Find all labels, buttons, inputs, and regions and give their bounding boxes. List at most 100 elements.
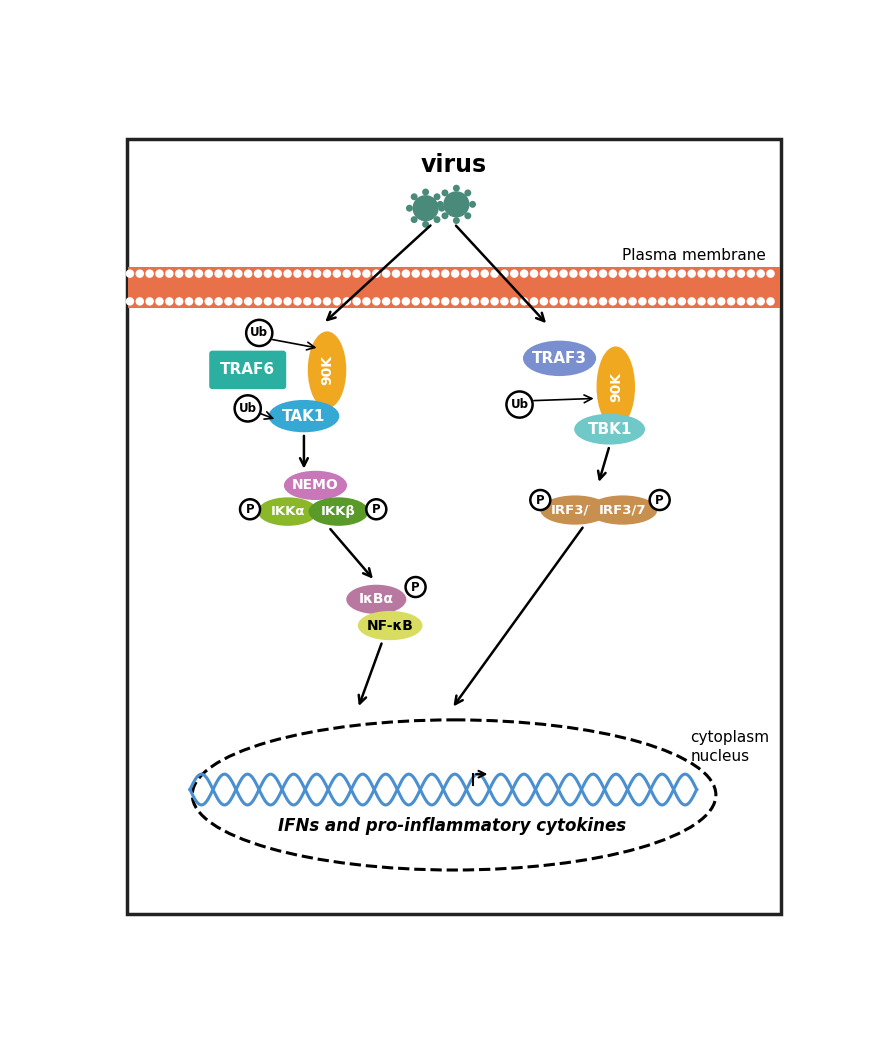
Ellipse shape xyxy=(523,341,596,376)
Circle shape xyxy=(205,297,213,305)
Circle shape xyxy=(470,270,479,278)
Circle shape xyxy=(510,270,518,278)
Circle shape xyxy=(688,270,696,278)
Circle shape xyxy=(366,499,386,519)
Circle shape xyxy=(549,270,558,278)
Circle shape xyxy=(343,270,351,278)
Circle shape xyxy=(589,270,597,278)
Circle shape xyxy=(737,297,745,305)
Circle shape xyxy=(195,297,203,305)
Text: TBK1: TBK1 xyxy=(587,422,632,437)
Circle shape xyxy=(658,270,666,278)
Circle shape xyxy=(668,270,676,278)
Circle shape xyxy=(638,297,647,305)
Circle shape xyxy=(406,577,425,597)
Circle shape xyxy=(618,297,627,305)
Circle shape xyxy=(224,297,233,305)
Text: Ub: Ub xyxy=(510,398,529,411)
Circle shape xyxy=(480,270,489,278)
Circle shape xyxy=(240,499,260,519)
Circle shape xyxy=(155,297,164,305)
Circle shape xyxy=(234,297,243,305)
Circle shape xyxy=(599,297,607,305)
Circle shape xyxy=(648,270,657,278)
Circle shape xyxy=(224,270,233,278)
Circle shape xyxy=(678,297,686,305)
Text: IκBα: IκBα xyxy=(359,592,393,606)
Circle shape xyxy=(480,297,489,305)
Circle shape xyxy=(697,270,706,278)
Circle shape xyxy=(490,270,499,278)
Circle shape xyxy=(727,297,735,305)
Circle shape xyxy=(343,297,351,305)
Circle shape xyxy=(717,270,726,278)
Circle shape xyxy=(628,270,637,278)
Circle shape xyxy=(569,270,578,278)
Circle shape xyxy=(392,270,400,278)
Circle shape xyxy=(323,297,331,305)
Circle shape xyxy=(362,270,370,278)
Text: Ub: Ub xyxy=(250,326,268,340)
Text: nucleus: nucleus xyxy=(690,749,750,764)
Circle shape xyxy=(332,270,341,278)
Circle shape xyxy=(145,297,154,305)
FancyBboxPatch shape xyxy=(127,139,781,914)
Text: P: P xyxy=(245,503,254,516)
Text: P: P xyxy=(536,494,545,506)
Circle shape xyxy=(559,297,568,305)
Ellipse shape xyxy=(574,414,645,445)
Circle shape xyxy=(470,297,479,305)
Text: P: P xyxy=(372,503,381,516)
Circle shape xyxy=(569,297,578,305)
Text: NF-κB: NF-κB xyxy=(367,619,414,632)
Circle shape xyxy=(401,297,410,305)
Circle shape xyxy=(155,270,164,278)
Text: IRF3/7: IRF3/7 xyxy=(551,503,599,517)
Circle shape xyxy=(431,297,439,305)
Circle shape xyxy=(332,297,341,305)
Circle shape xyxy=(293,270,302,278)
Circle shape xyxy=(658,297,666,305)
Circle shape xyxy=(628,297,637,305)
Circle shape xyxy=(464,213,471,219)
Circle shape xyxy=(244,270,253,278)
Circle shape xyxy=(284,297,291,305)
Circle shape xyxy=(451,297,459,305)
Circle shape xyxy=(441,270,449,278)
Text: Plasma membrane: Plasma membrane xyxy=(622,248,766,263)
Ellipse shape xyxy=(284,471,347,500)
Circle shape xyxy=(437,201,444,207)
Circle shape xyxy=(195,270,203,278)
Ellipse shape xyxy=(307,331,346,408)
Circle shape xyxy=(422,297,430,305)
Circle shape xyxy=(507,392,532,418)
Text: 90K: 90K xyxy=(320,355,334,384)
Text: IFNs and pro-inflammatory cytokines: IFNs and pro-inflammatory cytokines xyxy=(277,817,626,835)
Circle shape xyxy=(766,297,774,305)
Circle shape xyxy=(422,270,430,278)
Circle shape xyxy=(175,270,183,278)
Circle shape xyxy=(707,297,716,305)
Circle shape xyxy=(757,297,765,305)
Circle shape xyxy=(530,297,538,305)
Circle shape xyxy=(175,297,183,305)
Ellipse shape xyxy=(346,585,407,614)
Text: TRAF3: TRAF3 xyxy=(532,351,587,366)
Circle shape xyxy=(441,213,448,219)
Circle shape xyxy=(501,270,509,278)
Circle shape xyxy=(609,270,617,278)
Circle shape xyxy=(464,190,471,196)
Text: TAK1: TAK1 xyxy=(283,408,326,424)
Circle shape xyxy=(253,297,262,305)
Circle shape xyxy=(126,297,134,305)
Circle shape xyxy=(284,270,291,278)
Circle shape xyxy=(461,297,470,305)
Circle shape xyxy=(433,194,440,200)
Circle shape xyxy=(678,270,686,278)
Circle shape xyxy=(372,270,381,278)
Circle shape xyxy=(264,270,272,278)
Ellipse shape xyxy=(596,346,635,427)
Circle shape xyxy=(559,270,568,278)
Bar xyxy=(128,268,780,307)
Circle shape xyxy=(441,190,448,196)
